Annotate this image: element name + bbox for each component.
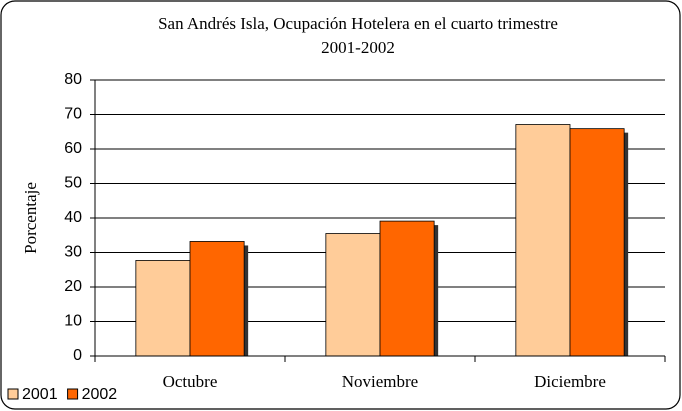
chart-title: San Andrés Isla, Ocupación Hotelera en e… <box>158 14 558 33</box>
y-tick-label: 0 <box>73 347 82 364</box>
legend-swatch <box>7 388 19 400</box>
y-tick-label: 30 <box>64 244 82 261</box>
x-tick-label: Noviembre <box>342 372 418 391</box>
chart-title: 2001-2002 <box>321 38 395 57</box>
x-tick-label: Diciembre <box>534 372 606 391</box>
bar <box>515 124 571 357</box>
y-tick-label: 10 <box>64 313 82 330</box>
legend-swatch <box>67 388 79 400</box>
bar <box>189 241 245 357</box>
y-tick-label: 60 <box>64 140 82 157</box>
bar <box>379 220 435 357</box>
y-tick-label: 70 <box>64 106 82 123</box>
y-tick-label: 20 <box>64 278 82 295</box>
bar <box>325 233 381 357</box>
y-axis-label: Porcentaje <box>21 182 40 254</box>
x-tick-label: Octubre <box>163 372 218 391</box>
y-tick-label: 50 <box>64 175 82 192</box>
legend-label: 2001 <box>22 386 58 403</box>
legend-label: 2002 <box>82 386 118 403</box>
y-tick-label: 40 <box>64 209 82 226</box>
y-tick-label: 80 <box>64 71 82 88</box>
bar <box>135 260 191 357</box>
bar <box>569 128 625 357</box>
